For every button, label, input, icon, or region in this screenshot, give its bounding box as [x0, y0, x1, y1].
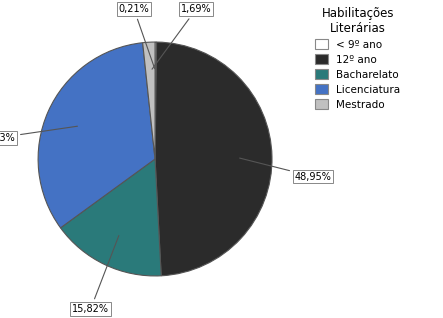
- Text: 33,33%: 33,33%: [0, 126, 78, 143]
- Text: 15,82%: 15,82%: [72, 236, 119, 314]
- Wedge shape: [61, 159, 161, 276]
- Wedge shape: [143, 42, 155, 159]
- Wedge shape: [155, 42, 156, 159]
- Wedge shape: [38, 43, 155, 228]
- Text: 48,95%: 48,95%: [240, 158, 331, 182]
- Text: 1,69%: 1,69%: [152, 4, 211, 69]
- Wedge shape: [155, 42, 272, 276]
- Legend: < 9º ano, 12º ano, Bacharelato, Licenciatura, Mestrado: < 9º ano, 12º ano, Bacharelato, Licencia…: [312, 3, 404, 113]
- Text: 0,21%: 0,21%: [119, 4, 155, 69]
